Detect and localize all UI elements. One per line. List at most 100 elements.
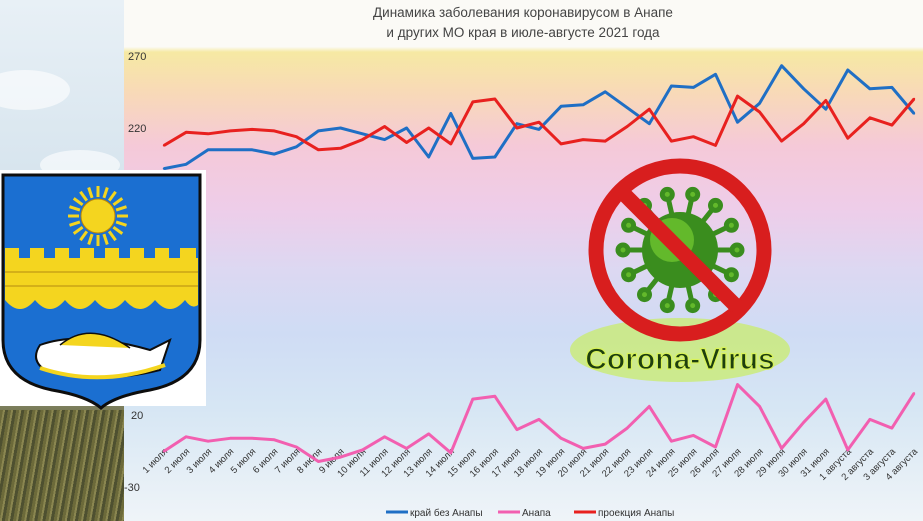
data-point <box>780 64 783 67</box>
data-point <box>537 128 541 131</box>
data-point <box>890 426 894 430</box>
chart-title-line-2: и других МО края в июле-августе 2021 год… <box>386 25 660 40</box>
data-point <box>626 106 629 109</box>
virus-spike-tip <box>621 267 637 283</box>
data-point <box>206 148 210 151</box>
data-point <box>868 418 872 421</box>
data-point <box>427 126 430 130</box>
data-point <box>890 123 894 127</box>
data-point <box>383 138 386 141</box>
data-point <box>714 73 717 76</box>
data-point <box>736 121 739 124</box>
data-point <box>493 395 497 398</box>
sun-ray <box>112 225 124 235</box>
data-point <box>251 128 254 131</box>
virus-spike-tip <box>637 287 652 303</box>
data-point <box>890 86 894 89</box>
data-point <box>648 108 651 111</box>
sun-ray <box>79 190 89 202</box>
data-point <box>537 418 541 421</box>
data-point <box>317 460 320 463</box>
data-point <box>559 105 563 108</box>
data-point <box>780 447 783 450</box>
data-point <box>405 141 408 144</box>
data-point <box>471 100 474 104</box>
data-point <box>537 121 541 124</box>
data-point <box>648 122 651 125</box>
data-point <box>736 383 739 386</box>
data-point <box>251 148 254 151</box>
y-tick-label: 270 <box>128 51 146 63</box>
sun-ray <box>107 230 117 242</box>
data-point <box>515 122 519 125</box>
data-point <box>184 131 188 134</box>
sun-ray <box>112 197 124 207</box>
data-point <box>229 129 232 133</box>
data-point <box>449 142 452 146</box>
data-point <box>802 122 805 125</box>
data-point <box>846 448 849 452</box>
legend-label-kray: край без Анапы <box>410 507 483 519</box>
data-point <box>581 138 585 141</box>
data-point <box>361 448 364 452</box>
data-point <box>229 148 232 151</box>
data-point <box>449 112 452 115</box>
data-point <box>868 87 872 91</box>
data-point <box>515 126 519 130</box>
data-point <box>670 84 673 88</box>
data-point <box>559 437 563 440</box>
data-point <box>405 126 408 130</box>
data-point <box>184 435 188 438</box>
data-point <box>295 145 298 148</box>
data-point <box>846 137 849 140</box>
virus-spike-tip <box>729 242 745 258</box>
data-point <box>648 405 651 408</box>
data-point <box>714 144 717 147</box>
virus-logo-text: Corona-Virus <box>585 343 774 376</box>
series-line-0 <box>163 64 916 171</box>
data-point <box>780 139 783 143</box>
series-lines <box>162 64 916 463</box>
data-point <box>317 148 320 151</box>
sun-ray <box>102 233 109 245</box>
virus-spike-tip <box>659 186 675 202</box>
sun-ray <box>69 220 81 227</box>
data-point <box>802 87 805 91</box>
data-point <box>626 125 629 128</box>
data-point <box>339 455 342 459</box>
data-point <box>604 90 607 94</box>
legend: край без Анапы Анапа проекция Анапы <box>386 507 674 519</box>
data-point <box>471 157 474 160</box>
data-point <box>471 397 474 401</box>
data-point <box>758 102 761 105</box>
virus-spike-tip <box>621 217 637 233</box>
data-point <box>846 68 849 72</box>
sun-ray <box>72 197 84 207</box>
sun-ray <box>115 205 127 212</box>
data-point <box>427 155 430 159</box>
data-point <box>692 135 695 138</box>
y-tick-label: -30 <box>124 482 140 494</box>
virus-spike-tip <box>615 242 631 258</box>
chart-panel <box>124 0 923 521</box>
virus-spike-tip <box>659 298 675 314</box>
data-point <box>714 445 717 449</box>
data-point <box>692 86 695 89</box>
y-tick-label: 20 <box>131 410 143 422</box>
data-point <box>912 112 916 115</box>
data-point <box>493 97 497 101</box>
data-point <box>206 440 210 443</box>
data-point <box>361 132 364 135</box>
y-axis: 270 220 20 -30 <box>124 51 146 494</box>
data-point <box>824 397 827 401</box>
sun-ray <box>72 225 84 235</box>
data-point <box>802 421 805 424</box>
virus-spike-tip <box>708 197 723 213</box>
data-point <box>361 138 364 141</box>
data-point <box>339 126 342 130</box>
data-point <box>912 392 916 395</box>
sun-ray <box>107 190 117 202</box>
data-point <box>295 445 298 449</box>
virus-spike-tip <box>685 186 701 202</box>
